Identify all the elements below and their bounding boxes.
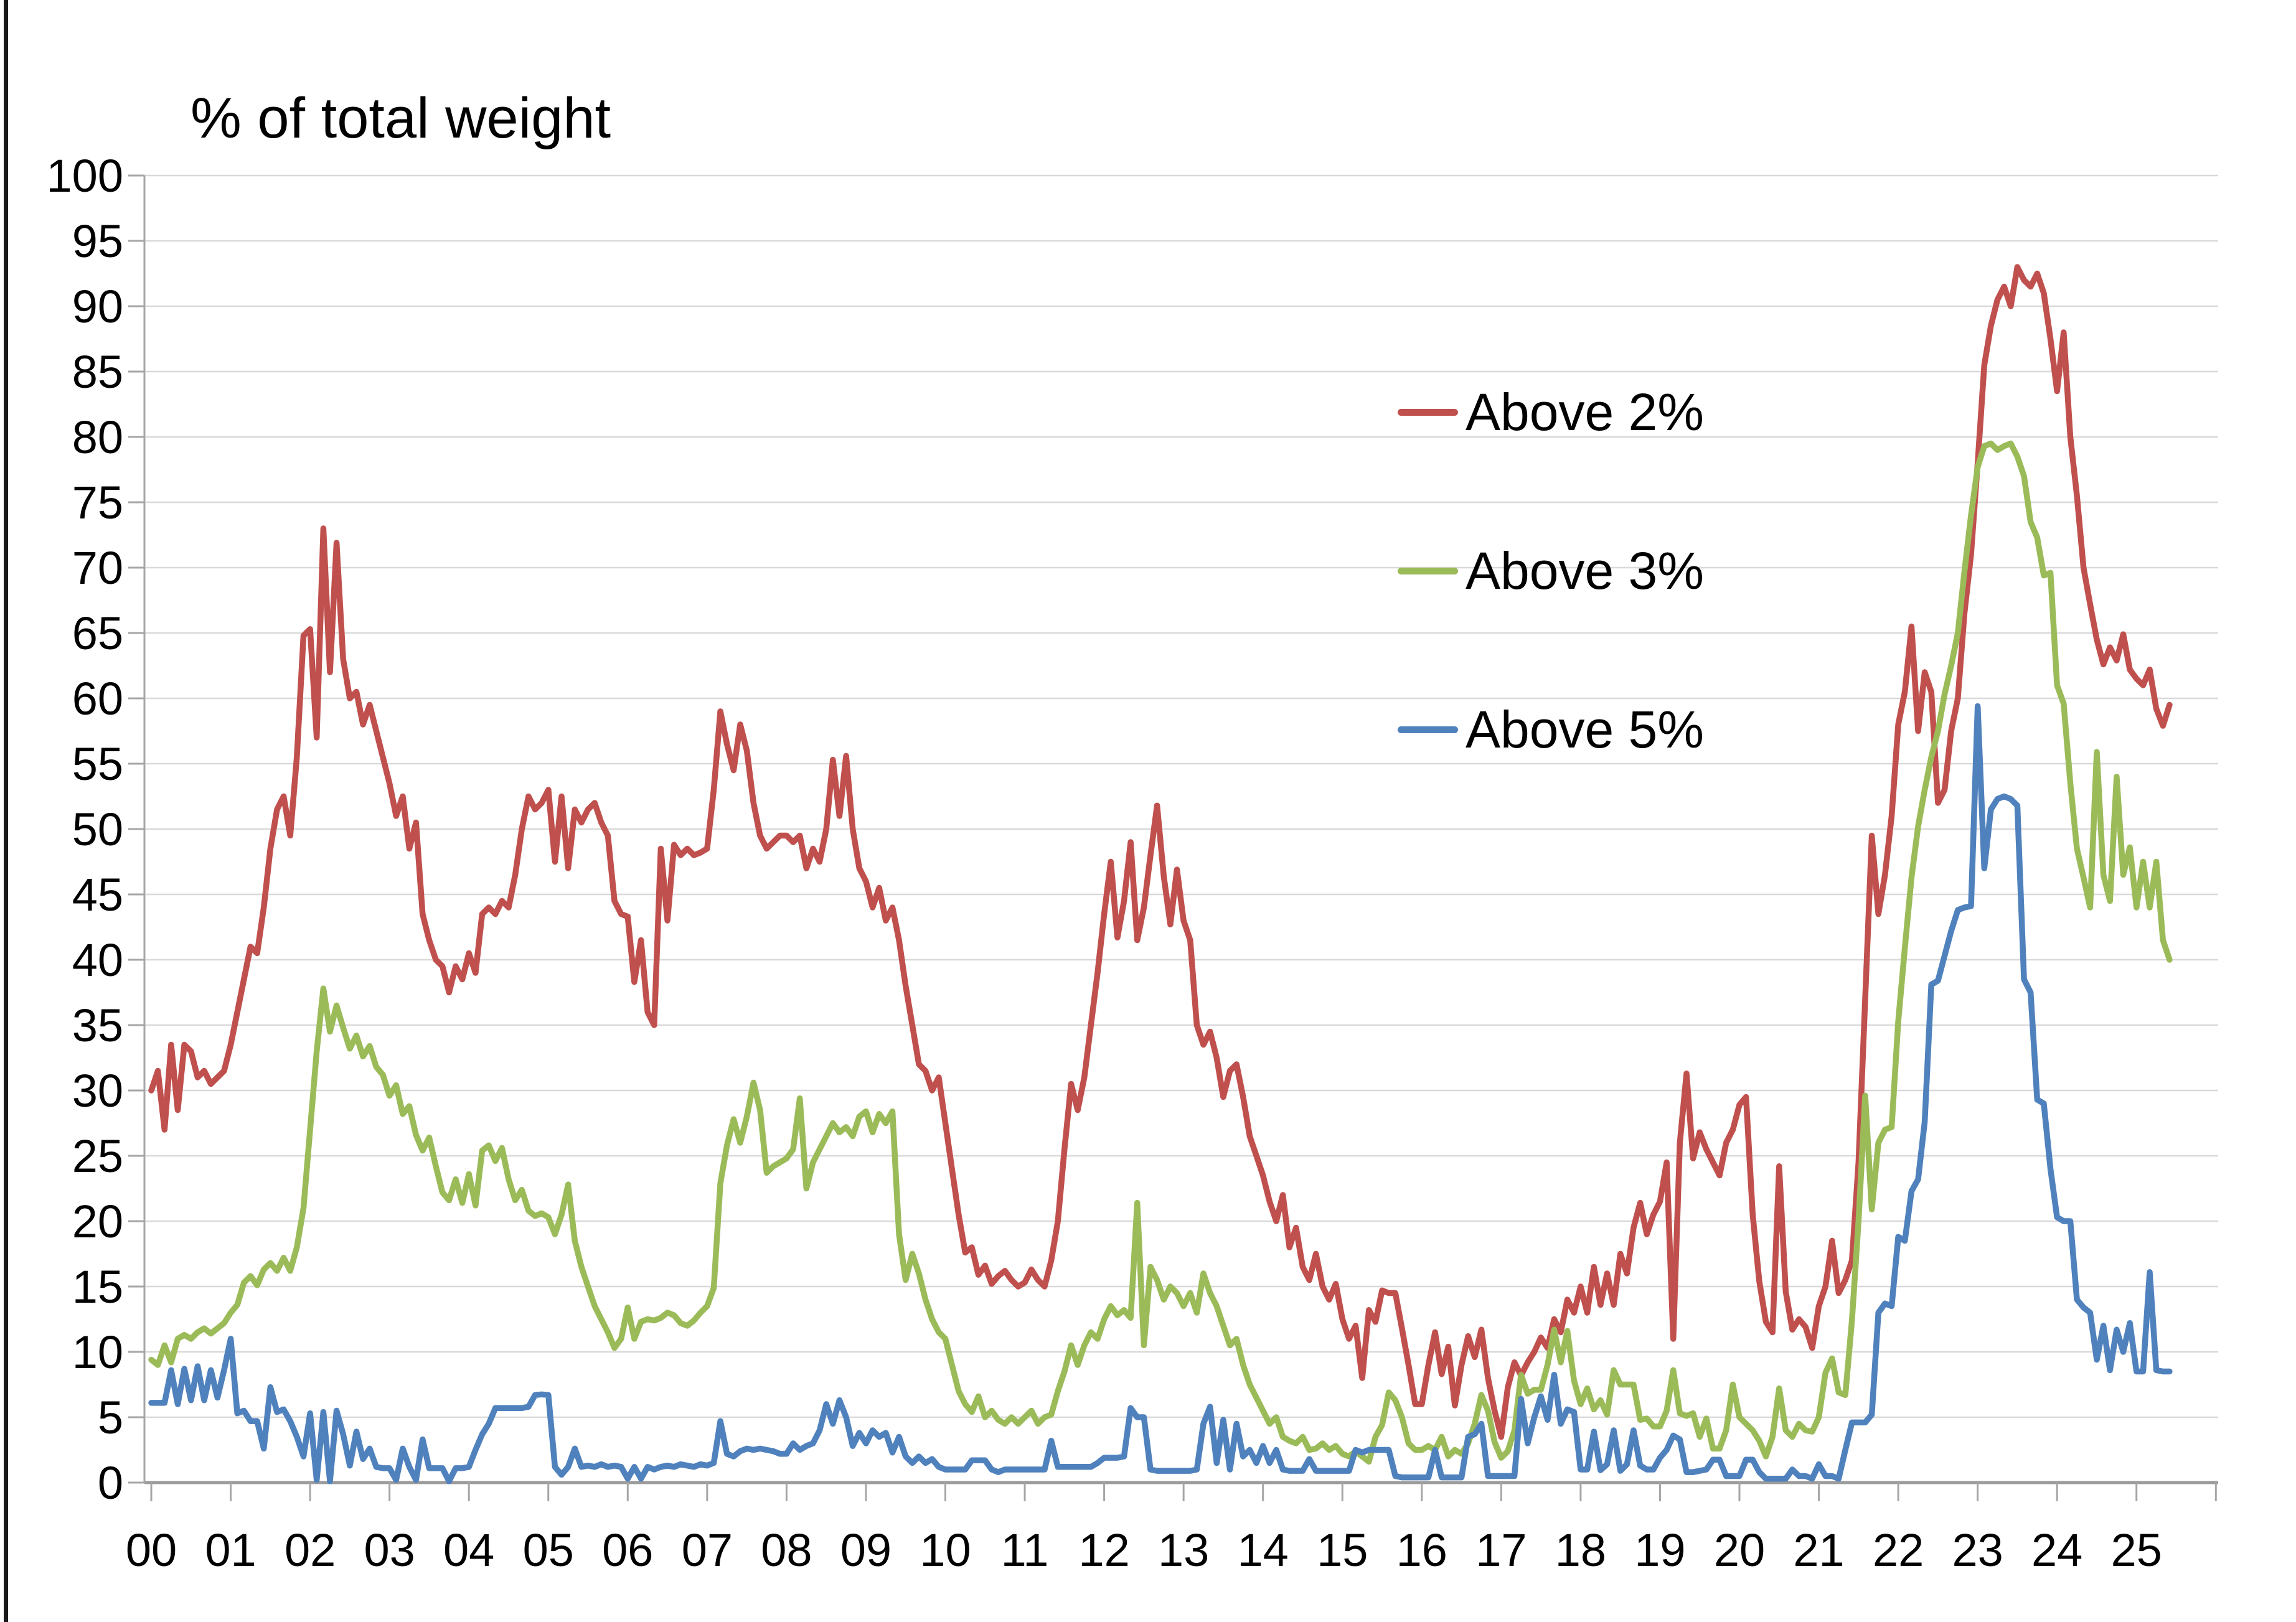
x-tick-label-08: 08 [761,1524,812,1576]
y-tick-label-35: 35 [72,1000,123,1051]
y-tick-label-10: 10 [72,1326,123,1378]
y-tick-label-100: 100 [47,150,123,202]
x-tick-label-04: 04 [443,1524,494,1576]
y-tick-label-70: 70 [72,542,123,594]
legend-label-above-3pct: Above 3% [1466,541,1704,600]
x-tick-label-03: 03 [364,1524,415,1576]
y-tick-label-50: 50 [72,804,123,855]
x-tick-label-18: 18 [1555,1524,1606,1576]
series-line-above-2- [148,264,2173,1440]
y-tick-label-45: 45 [72,869,123,921]
y-tick-label-15: 15 [72,1261,123,1313]
x-tick-label-21: 21 [1793,1524,1844,1576]
legend-label-above-5pct: Above 5% [1466,700,1704,759]
x-tick-label-17: 17 [1475,1524,1527,1576]
y-tick-label-30: 30 [72,1065,123,1117]
legend-item-above-5pct: Above 5% [1398,692,1704,767]
legend-line-swatch-green [1398,567,1458,574]
x-tick-label-23: 23 [1952,1524,2003,1576]
y-tick-label-55: 55 [72,738,123,790]
x-tick-label-10: 10 [920,1524,971,1576]
series-line-above-5- [148,703,2173,1484]
chart-title: % of total weight [191,87,611,150]
y-tick-label-65: 65 [72,607,123,659]
x-tick-label-14: 14 [1238,1524,1289,1576]
y-tick-label-95: 95 [72,215,123,267]
x-tick-label-16: 16 [1396,1524,1447,1576]
y-tick-label-75: 75 [72,477,123,528]
x-tick-label-12: 12 [1078,1524,1129,1576]
x-tick-label-24: 24 [2031,1524,2082,1576]
y-tick-label-85: 85 [72,346,123,398]
x-tick-label-25: 25 [2111,1524,2162,1576]
y-tick-label-0: 0 [98,1457,123,1509]
y-tick-label-5: 5 [98,1392,123,1443]
legend-label-above-2pct: Above 2% [1466,382,1704,441]
legend-item-above-2pct: Above 2% [1398,375,1704,449]
x-tick-label-09: 09 [840,1524,892,1576]
x-tick-label-00: 00 [126,1524,177,1576]
x-tick-label-15: 15 [1317,1524,1368,1576]
x-tick-label-02: 02 [285,1524,336,1576]
y-tick-label-90: 90 [72,281,123,332]
x-tick-label-13: 13 [1158,1524,1209,1576]
x-tick-label-11: 11 [1001,1524,1049,1576]
x-tick-label-05: 05 [523,1524,574,1576]
legend-line-swatch-red [1398,408,1458,416]
y-tick-label-80: 80 [72,411,123,463]
y-tick-label-20: 20 [72,1196,123,1247]
y-tick-label-40: 40 [72,934,123,986]
legend-item-above-3pct: Above 3% [1398,533,1704,608]
x-tick-label-20: 20 [1714,1524,1765,1576]
series-line-above-3- [148,440,2173,1465]
x-tick-label-07: 07 [682,1524,733,1576]
x-tick-label-06: 06 [602,1524,653,1576]
y-tick-label-25: 25 [72,1130,123,1182]
legend-line-swatch-blue [1398,726,1458,733]
left-border-line [4,0,8,1622]
x-tick-label-22: 22 [1873,1524,1924,1576]
x-tick-label-01: 01 [205,1524,256,1576]
y-tick-label-60: 60 [72,673,123,724]
x-tick-label-19: 19 [1634,1524,1685,1576]
